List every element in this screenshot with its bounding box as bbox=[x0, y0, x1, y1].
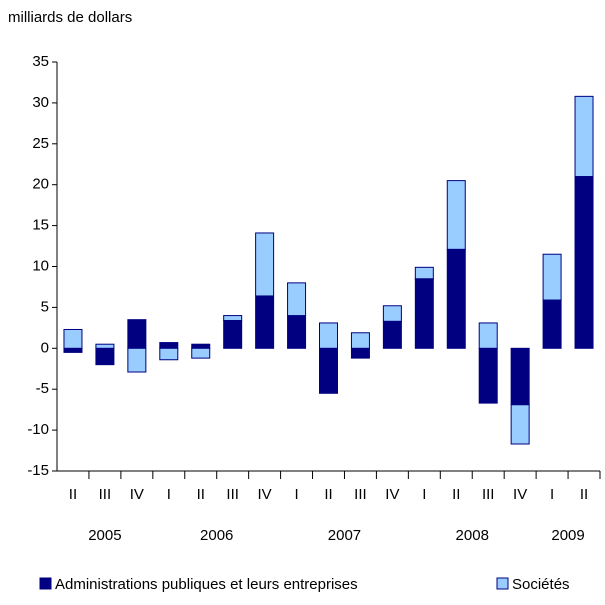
bar bbox=[542, 253, 562, 301]
bar bbox=[414, 278, 434, 349]
x-tick-label: I bbox=[167, 486, 171, 503]
bar bbox=[223, 315, 243, 321]
x-tick-label: II bbox=[580, 486, 588, 503]
axis-title: milliards de dollars bbox=[8, 9, 132, 26]
legend-swatch bbox=[39, 577, 52, 590]
bar bbox=[255, 295, 275, 349]
x-tick-label: IV bbox=[385, 486, 399, 503]
x-tick-label: I bbox=[422, 486, 426, 503]
y-tick-label: 20 bbox=[32, 176, 49, 193]
bar bbox=[350, 332, 370, 349]
bar bbox=[255, 232, 275, 297]
bar bbox=[287, 315, 307, 349]
group-label: 2009 bbox=[551, 527, 584, 544]
bar bbox=[63, 328, 83, 349]
legend-swatch bbox=[496, 577, 509, 590]
bar bbox=[95, 343, 115, 349]
bar bbox=[95, 347, 115, 366]
x-tick-label: I bbox=[294, 486, 298, 503]
y-tick-label: 15 bbox=[32, 217, 49, 234]
bar bbox=[478, 322, 498, 349]
bar bbox=[287, 282, 307, 317]
x-tick-label: IV bbox=[258, 486, 272, 503]
y-tick-label: 30 bbox=[32, 94, 49, 111]
x-tick-label: II bbox=[324, 486, 332, 503]
x-tick-label: IV bbox=[130, 486, 144, 503]
y-tick-label: 10 bbox=[32, 257, 49, 274]
bar bbox=[510, 347, 530, 406]
bar bbox=[446, 248, 466, 349]
legend-label: Administrations publiques et leurs entre… bbox=[55, 576, 358, 593]
x-tick-label: III bbox=[226, 486, 239, 503]
bar bbox=[478, 347, 498, 404]
bar bbox=[191, 343, 211, 349]
group-label: 2007 bbox=[328, 527, 361, 544]
y-tick-label: -15 bbox=[27, 462, 49, 479]
x-tick-label: I bbox=[550, 486, 554, 503]
x-tick-label: III bbox=[482, 486, 495, 503]
bar bbox=[574, 176, 594, 349]
y-tick-label: 35 bbox=[32, 53, 49, 70]
x-tick-label: IV bbox=[513, 486, 527, 503]
x-tick-label: II bbox=[452, 486, 460, 503]
bar bbox=[414, 266, 434, 280]
bar bbox=[446, 180, 466, 250]
y-tick-label: -10 bbox=[27, 421, 49, 438]
bar bbox=[319, 322, 338, 349]
bar bbox=[127, 347, 147, 373]
bar bbox=[159, 342, 179, 349]
group-label: 2008 bbox=[456, 527, 489, 544]
y-tick-label: -5 bbox=[36, 380, 49, 397]
x-tick-label: II bbox=[69, 486, 77, 503]
bar bbox=[63, 347, 83, 353]
y-tick-label: 25 bbox=[32, 135, 49, 152]
y-tick-label: 0 bbox=[41, 339, 49, 356]
bar bbox=[350, 347, 370, 359]
y-tick-label: 5 bbox=[41, 298, 49, 315]
bar bbox=[542, 299, 562, 349]
bar bbox=[382, 305, 402, 322]
bar bbox=[191, 347, 211, 359]
bar bbox=[159, 347, 179, 361]
bar bbox=[382, 320, 402, 349]
group-label: 2006 bbox=[200, 527, 233, 544]
bar bbox=[127, 319, 147, 349]
bar bbox=[510, 404, 530, 445]
bar bbox=[223, 319, 243, 349]
bar bbox=[574, 95, 594, 178]
legend-label: Sociétés bbox=[512, 576, 570, 593]
x-tick-label: III bbox=[354, 486, 367, 503]
x-tick-label: II bbox=[197, 486, 205, 503]
group-label: 2005 bbox=[88, 527, 121, 544]
bar bbox=[319, 347, 338, 394]
x-tick-label: III bbox=[99, 486, 112, 503]
